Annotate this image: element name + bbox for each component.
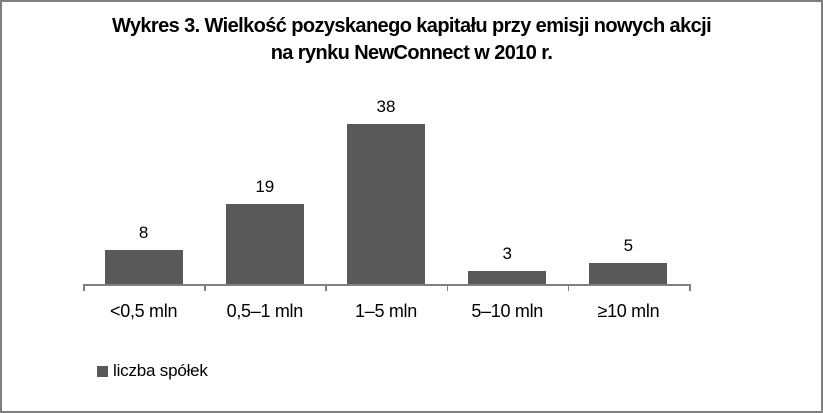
x-axis-label: <0,5 mln [110,301,178,321]
x-axis-tick [446,284,449,291]
x-axis-tick [567,284,570,291]
chart-title-line-2: na rynku NewConnect w 2010 r. [270,42,553,64]
x-axis-tick [325,284,327,291]
bar-value-label: 38 [376,97,396,116]
x-axis-tick [83,284,85,291]
x-axis-line [83,284,690,286]
x-axis-tick [204,284,206,291]
bar-value-label: 3 [502,244,512,263]
x-axis-label: 1–5 mln [355,301,417,321]
legend-label: liczba spółek [113,361,208,380]
chart-title-line-1: Wykres 3. Wielkość pozyskanego kapitału … [111,15,712,37]
bar [347,124,425,284]
chart-title: Wykres 3. Wielkość pozyskanego kapitału … [2,13,821,67]
bar-value-label: 5 [623,236,634,255]
x-axis-label: ≥10 mln [597,301,660,321]
bar [225,204,304,284]
x-axis-tick [689,284,691,291]
legend: liczba spółek [97,361,208,381]
bar-value-label: 19 [255,177,275,196]
x-axis-label: 0,5–1 mln [226,301,304,321]
legend-swatch-icon [97,365,108,377]
x-axis-label: 5–10 mln [471,301,544,321]
bar [104,250,183,284]
bar [589,263,668,284]
bar [468,271,547,284]
bar-value-label: 8 [138,223,149,242]
